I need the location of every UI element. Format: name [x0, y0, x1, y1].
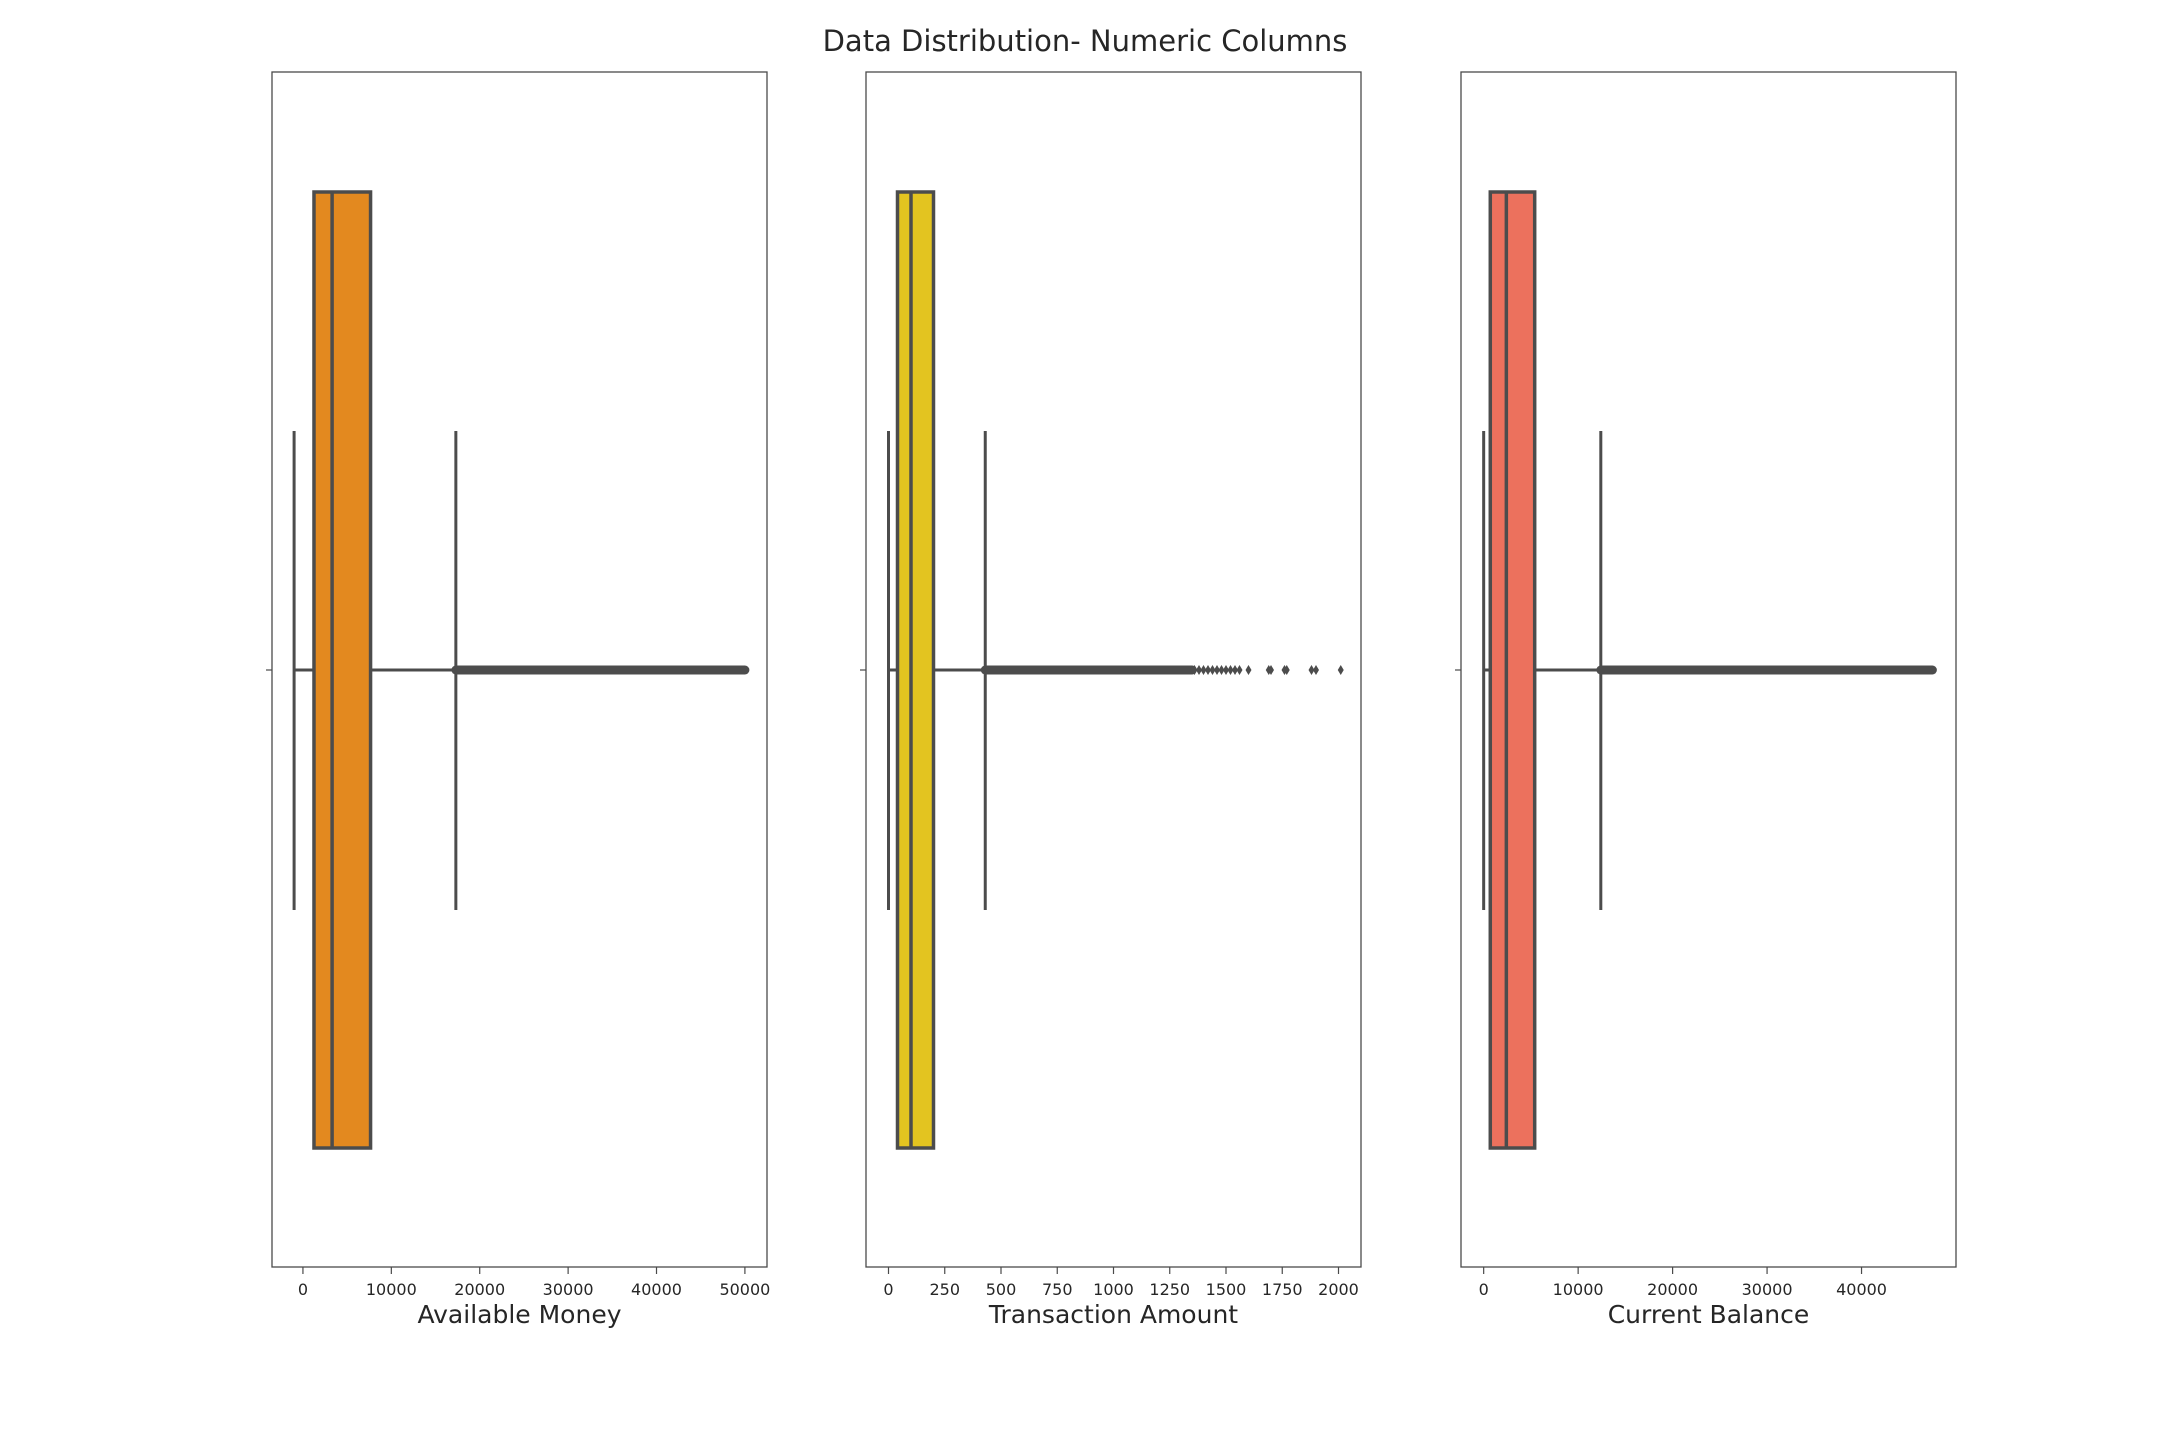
x-tick-label: 0: [1479, 1280, 1489, 1299]
outlier-point: [1232, 665, 1238, 675]
boxplot-panel-current-balance: 0 10000 20000 30000 40000 Current Balance: [1455, 71, 1957, 1329]
x-tick-label: 1000: [1093, 1280, 1134, 1299]
outlier-point: [1223, 665, 1229, 675]
outlier-point: [1205, 665, 1211, 675]
outlier-point: [1196, 665, 1202, 675]
outlier-point: [1227, 665, 1234, 675]
x-tick-label: 40000: [1836, 1280, 1887, 1299]
x-tick-label: 0: [298, 1280, 308, 1299]
outlier-point: [1209, 665, 1216, 675]
iqr-box: [1488, 190, 1537, 1150]
x-tick-label: 500: [986, 1280, 1017, 1299]
x-tick-label: 30000: [543, 1280, 594, 1299]
iqr-box: [895, 190, 936, 1150]
figure-title: Data Distribution- Numeric Columns: [823, 24, 1348, 58]
outlier-point: [1236, 665, 1243, 675]
outlier-point: [1268, 665, 1274, 675]
plot-area: 0 10000 20000 30000 40000 50000: [266, 71, 770, 1299]
x-axis-label: Available Money: [418, 1300, 622, 1329]
x-tick-label: 20000: [1647, 1280, 1698, 1299]
x-tick-label: 1250: [1149, 1280, 1190, 1299]
x-tick-label: 20000: [454, 1280, 505, 1299]
x-axis-label: Current Balance: [1608, 1300, 1810, 1329]
outlier-point: [1313, 665, 1319, 675]
outlier-point: [1200, 665, 1207, 675]
iqr-box: [312, 190, 373, 1150]
outlier-point: [1218, 665, 1225, 675]
x-tick-label: 10000: [1553, 1280, 1604, 1299]
x-tick-label: 750: [1042, 1280, 1073, 1299]
plot-area: 0 10000 20000 30000 40000: [1455, 71, 1957, 1299]
x-tick-label: 1500: [1206, 1280, 1247, 1299]
boxplot-panel-transaction-amount: 0 250 500 750 1000 1250 1500 1750 2000 Transacti…: [860, 71, 1362, 1329]
x-tick-label: 250: [929, 1280, 960, 1299]
outlier-point: [1214, 665, 1220, 675]
x-tick-label: 40000: [631, 1280, 682, 1299]
outlier-point: [1337, 665, 1344, 675]
x-tick-label: 2000: [1318, 1280, 1359, 1299]
x-tick-label: 50000: [719, 1280, 770, 1299]
x-tick-label: 10000: [366, 1280, 417, 1299]
x-tick-label: 1750: [1262, 1280, 1303, 1299]
plot-area: 0 250 500 750 1000 1250 1500 1750 2000: [860, 71, 1362, 1299]
outlier-point: [1308, 665, 1315, 675]
x-axis-label: Transaction Amount: [988, 1300, 1238, 1329]
boxplot-panel-available-money: 0 10000 20000 30000 40000 50000 Available Mon…: [266, 71, 770, 1329]
outlier-point: [1245, 665, 1252, 675]
outlier-point: [1283, 665, 1290, 675]
x-tick-label: 30000: [1742, 1280, 1793, 1299]
outlier-point: [1191, 665, 1198, 675]
x-tick-label: 0: [883, 1280, 893, 1299]
